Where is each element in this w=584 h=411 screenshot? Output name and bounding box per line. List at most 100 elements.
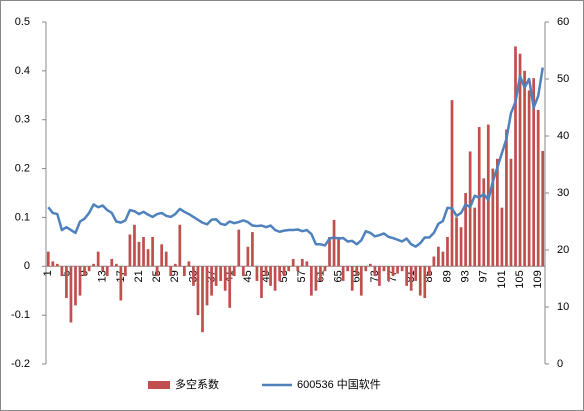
x-tick-label: 105 [514, 270, 526, 288]
bar [459, 227, 463, 267]
bar [509, 158, 513, 267]
bar [137, 241, 141, 267]
bar [328, 236, 331, 267]
y-tick-label: -0.2 [11, 358, 30, 370]
bar [55, 263, 59, 267]
bar [300, 258, 304, 267]
bar [314, 266, 318, 291]
x-tick-label: 25 [151, 270, 163, 282]
x-tick-label: 101 [496, 270, 508, 288]
bar [278, 266, 281, 281]
bar [83, 266, 86, 277]
bar [60, 266, 64, 277]
x-tick-label: 85 [423, 270, 435, 282]
y2-tick-label: 10 [557, 301, 569, 313]
bar [187, 261, 191, 267]
bar [409, 266, 413, 291]
bar [69, 266, 73, 323]
y-tick-label: 0 [24, 260, 30, 272]
bar [124, 266, 127, 277]
bar [160, 244, 164, 267]
bar [92, 263, 95, 267]
bar [414, 266, 418, 281]
bar [219, 266, 223, 281]
x-tick-label: 21 [133, 270, 145, 282]
bar [192, 266, 195, 286]
y2-tick-label: 0 [557, 358, 563, 370]
bar [114, 263, 118, 267]
bar [400, 266, 404, 272]
bar [164, 251, 168, 267]
bar [423, 266, 427, 299]
bar [541, 150, 545, 267]
bar [396, 266, 399, 274]
bar [87, 266, 91, 272]
bar [432, 256, 436, 267]
bar [350, 266, 354, 291]
bar [319, 266, 322, 281]
x-tick-label: 57 [296, 270, 308, 282]
bar [205, 266, 209, 306]
bar [437, 246, 440, 267]
x-tick-label: 45 [242, 270, 254, 282]
bar [78, 266, 82, 296]
bar [169, 266, 173, 277]
bar [468, 151, 472, 267]
x-tick-label: 69 [351, 270, 363, 282]
y-tick-label: 0.4 [15, 65, 30, 77]
bar [496, 158, 499, 267]
y-tick-label: 0.3 [15, 114, 30, 126]
bar [464, 193, 467, 267]
line [47, 67, 544, 248]
y2-tick-label: 60 [557, 16, 569, 28]
bar [223, 266, 227, 291]
legend-swatch [148, 381, 170, 389]
bar [155, 266, 159, 277]
bar [387, 266, 390, 281]
bar [151, 236, 154, 267]
bar [51, 261, 55, 267]
bar [305, 261, 309, 267]
bar [382, 266, 386, 272]
x-tick-label: 13 [97, 270, 109, 282]
bar [518, 53, 522, 267]
bar [232, 266, 236, 277]
y-tick-label: -0.1 [11, 309, 30, 321]
bar [364, 266, 368, 272]
x-tick-label: 77 [387, 270, 399, 282]
bar [255, 266, 259, 281]
y-tick-label: 0.5 [15, 16, 30, 28]
bar [214, 266, 218, 286]
bar [273, 266, 277, 291]
bar [505, 129, 508, 267]
legend-label: 多空系数 [175, 377, 219, 391]
y-tick-label: 0.1 [15, 211, 30, 223]
x-tick-label: 1 [42, 270, 54, 276]
bar [323, 266, 327, 272]
bar [65, 266, 68, 299]
bar [101, 266, 105, 272]
bar [196, 266, 200, 316]
x-tick-label: 53 [278, 270, 290, 282]
bar [455, 217, 458, 267]
bar [450, 100, 454, 267]
bar [337, 236, 340, 267]
bar [391, 266, 395, 277]
bar [210, 266, 213, 296]
bar [536, 109, 540, 267]
bar [246, 246, 250, 267]
bar [441, 251, 445, 267]
bar [282, 266, 286, 277]
bar [173, 263, 177, 267]
bar [237, 229, 241, 267]
legend-label: 600536 中国软件 [297, 377, 381, 391]
x-tick-label: 29 [169, 270, 181, 282]
bar [514, 46, 517, 267]
x-tick-label: 49 [260, 270, 272, 282]
bar [287, 266, 291, 272]
bar [532, 78, 536, 267]
bar [427, 266, 431, 277]
bar [142, 236, 145, 267]
y2-tick-label: 40 [557, 130, 569, 142]
bar [368, 263, 372, 267]
